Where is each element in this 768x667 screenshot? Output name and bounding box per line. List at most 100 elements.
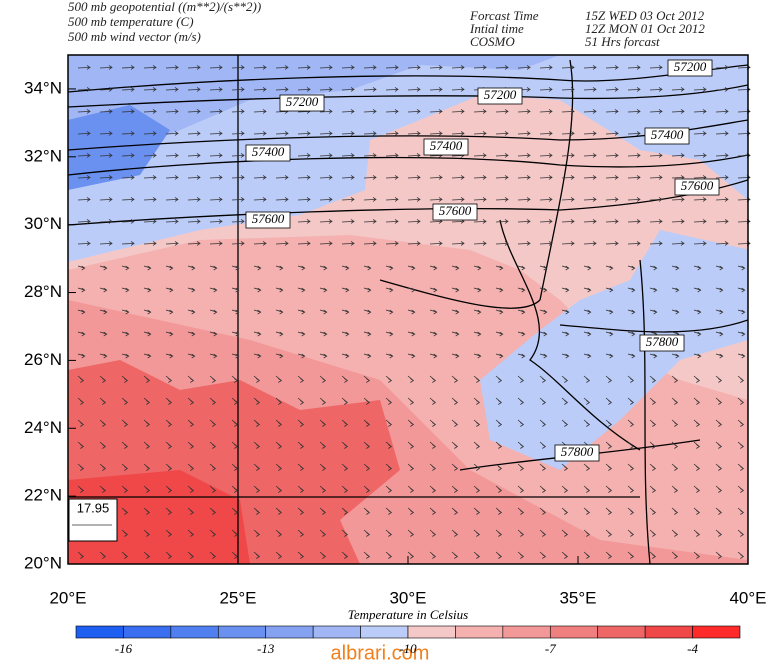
wind-arrow [627,175,641,180]
wind-arrow [187,331,196,337]
wind-arrow [77,87,91,92]
wind-vectors [77,65,751,559]
wind-arrow [451,197,465,202]
wind-arrow [363,507,371,515]
wind-arrow [77,241,91,246]
wind-arrow [143,419,151,427]
contour-label: 57800 [561,444,594,459]
wind-arrow [143,353,152,359]
wind-arrow [407,441,415,449]
colorbar-label: -10 [399,641,417,656]
wind-arrow [165,309,174,315]
wind-arrow [341,375,349,383]
wind-arrow [77,397,85,405]
wind-arrow [99,397,107,405]
wind-arrow [275,419,283,427]
wind-arrow [649,265,658,271]
wind-arrow [297,551,305,559]
colorbar-label: -16 [115,641,133,656]
wind-arrow [385,241,399,246]
wind-arrow [319,65,333,70]
wind-arrow [539,507,547,515]
wind-arrow [319,309,328,315]
wind-arrow [495,109,509,114]
wind-arrow [737,287,746,293]
wind-arrow [253,265,262,271]
wind-arrow [451,529,459,537]
wind-arrow [605,419,613,427]
wind-arrow [627,529,635,537]
wind-arrow [451,331,460,337]
wind-arrow [253,175,267,180]
wind-arrow [671,109,685,114]
wind-arrow [231,551,239,559]
wind-arrow [473,265,482,271]
wind-arrow [253,375,261,383]
colorbar-label: -4 [687,641,698,656]
wind-arrow [275,265,284,271]
wind-arrow [385,265,394,271]
contour-label-box [245,144,291,162]
wind-arrow [561,131,575,136]
wind-arrow [627,241,641,246]
wind-arrow [143,551,151,559]
wind-arrow [297,287,306,293]
wind-arrow [253,397,261,405]
wind-arrow [121,265,130,271]
colorbar-cell [170,625,219,639]
wind-arrow [693,375,701,383]
wind-arrow [671,375,679,383]
wind-arrow [605,219,619,224]
wind-arrow [77,331,86,337]
wind-arrow [693,109,707,114]
wind-arrow [297,131,311,136]
wind-arrow [715,397,723,405]
wind-arrow [737,441,745,449]
wind-arrow [231,109,245,114]
wind-arrow [473,131,487,136]
wind-arrow [473,463,481,471]
wind-arrow [693,397,701,405]
wind-arrow [363,287,372,293]
wind-arrow [143,397,151,405]
wind-arrow [605,153,619,158]
wind-arrow [209,175,223,180]
wind-arrow [385,197,399,202]
contour-label-box [554,444,600,462]
wind-arrow [627,87,641,92]
wind-arrow [605,331,614,337]
wind-arrow [275,551,283,559]
wind-arrow [187,441,195,449]
wind-arrow [517,441,525,449]
wind-arrow [517,109,531,114]
wind-arrow [209,87,223,92]
contour-label-box [423,138,469,156]
wind-arrow [385,353,394,359]
wind-arrow [561,331,570,337]
wind-arrow [275,287,284,293]
wind-arrow [319,353,328,359]
wind-arrow [671,153,685,158]
lon-label: 35°E [559,588,596,607]
wind-arrow [495,551,503,559]
wind-arrow [297,529,305,537]
wind-arrow [561,109,575,114]
wind-arrow [99,309,108,315]
wind-arrow [627,109,641,114]
wind-arrow [627,397,635,405]
wind-arrow [715,219,729,224]
wind-arrow [297,507,305,515]
wind-arrow [671,353,680,359]
wind-arrow [99,109,113,114]
wind-arrow [143,131,157,136]
wind-arrow [671,265,680,271]
wind-arrow [715,463,723,471]
contour-label-box [432,203,478,221]
wind-arrow [121,331,130,337]
wind-arrow [627,375,635,383]
wind-arrow [363,241,377,246]
wind-arrow [429,109,443,114]
colorbar-cell [360,625,409,639]
wind-arrow [99,463,107,471]
wind-arrow [143,441,151,449]
